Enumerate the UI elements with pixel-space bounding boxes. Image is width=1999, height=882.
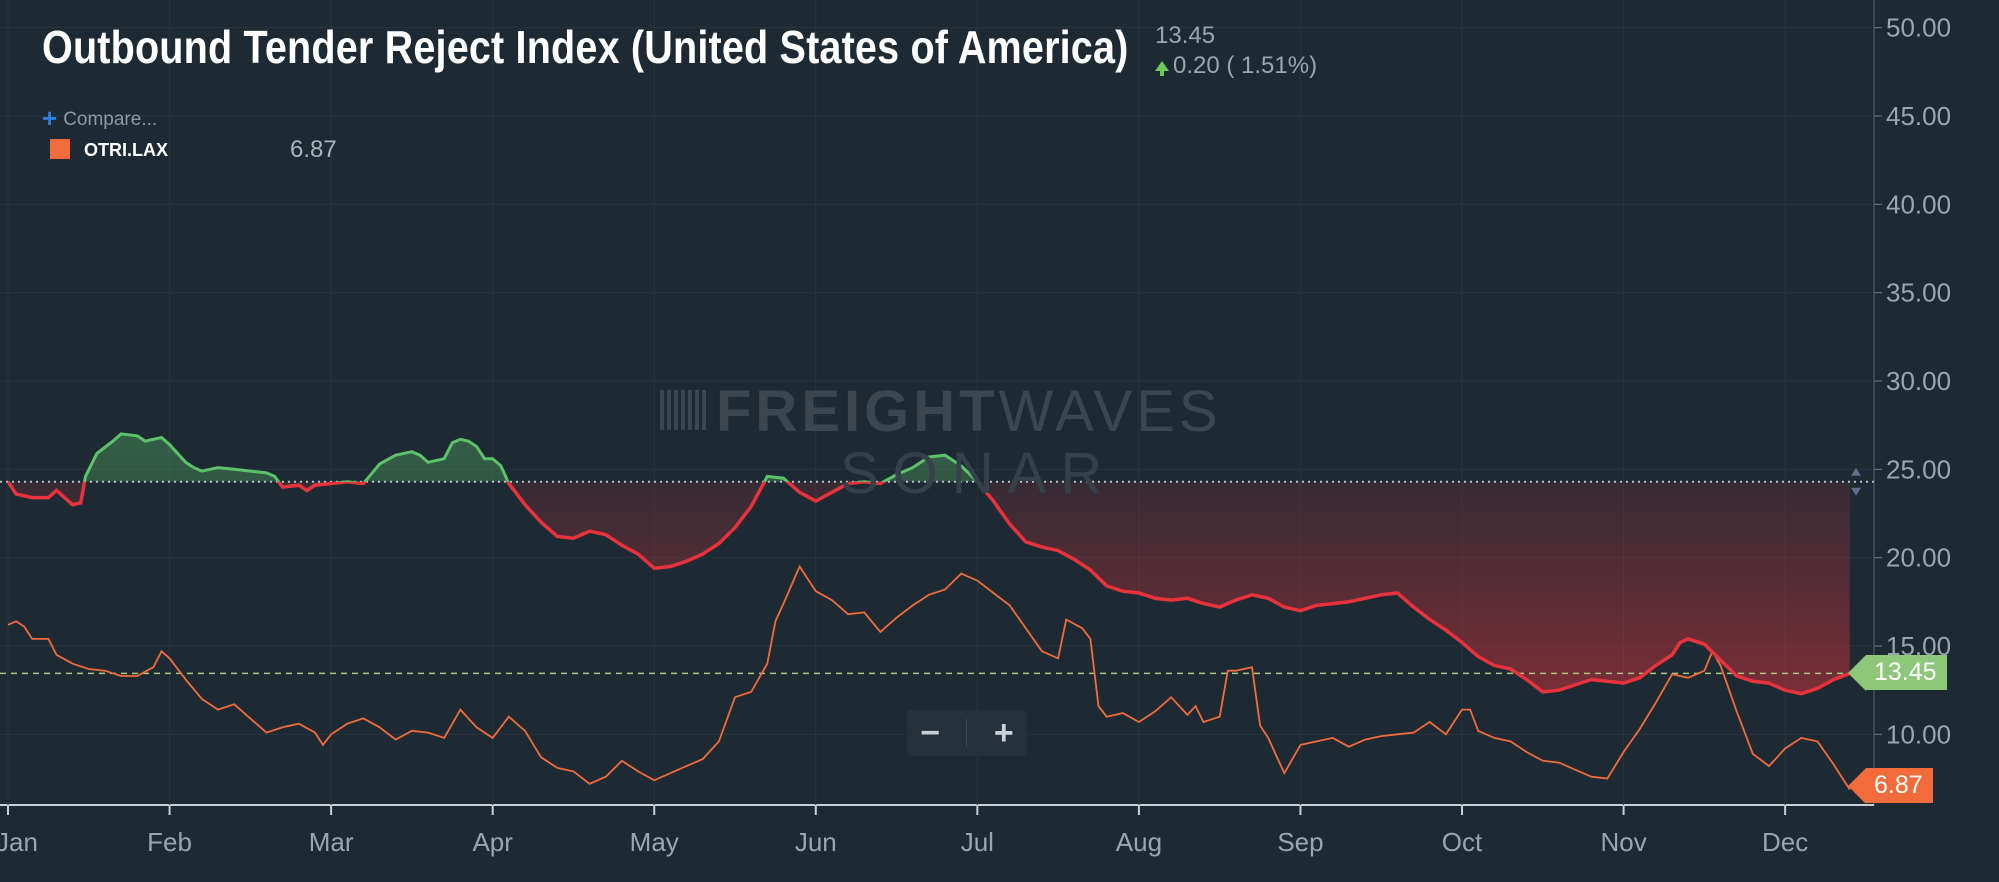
- compare-label: Compare...: [63, 109, 158, 130]
- freightwaves-logo-icon: [660, 389, 706, 430]
- watermark-sonar: SONAR: [840, 441, 1117, 506]
- y-tick-label: 35.00: [1886, 278, 1951, 308]
- series-line-otri-usa-above: [7, 432, 980, 482]
- y-tick-label: 50.00: [1886, 13, 1951, 43]
- y-tick-label: 25.00: [1886, 454, 1951, 484]
- plus-icon: +: [42, 103, 58, 133]
- x-tick-label: Mar: [309, 827, 354, 857]
- series-lines: [0, 432, 1874, 791]
- y-tick-label: 30.00: [1886, 366, 1951, 396]
- arrow-up-icon: [1155, 61, 1169, 76]
- legend-symbol: OTRI.LAX: [84, 140, 168, 160]
- series-line-otri-lax: [7, 564, 1851, 791]
- change-text: 0.20 ( 1.51%): [1173, 52, 1318, 79]
- last-value-tag-lax: 6.87: [1848, 768, 1933, 804]
- x-tick-label: Oct: [1442, 827, 1483, 857]
- x-tick-label: Nov: [1600, 827, 1646, 857]
- watermark-brand-thin: WAVES: [998, 379, 1222, 444]
- last-value-tag-usa: 13.45: [1848, 655, 1947, 691]
- legend-swatch: [50, 139, 70, 160]
- x-tick-label: Sep: [1277, 827, 1323, 857]
- arrow-up-icon: [1851, 467, 1861, 476]
- arrow-down-icon: [1851, 487, 1861, 496]
- legend-item-otri-lax[interactable]: OTRI.LAX: [50, 139, 168, 161]
- x-tick-label: Apr: [472, 827, 513, 857]
- watermark-freightwaves: FREIGHTWAVES: [660, 378, 1222, 445]
- x-tick-label: May: [630, 827, 679, 857]
- zoom-controls: − +: [907, 710, 1027, 756]
- series-line-otri-usa-below: [6, 481, 1851, 696]
- y-tick-label: 45.00: [1886, 101, 1951, 131]
- x-tick-label: Dec: [1762, 827, 1808, 857]
- x-axis: Jan Feb Mar Apr May Jun Jul Aug Sep Oct Nov Dec: [0, 805, 1808, 857]
- header-change: 0.20 ( 1.51%): [1155, 52, 1317, 80]
- scroll-arrows-icon[interactable]: [1851, 467, 1861, 496]
- x-tick-label: Jan: [0, 827, 38, 857]
- x-tick-label: Jul: [961, 827, 994, 857]
- x-tick-label: Aug: [1116, 827, 1162, 857]
- y-tick-label: 40.00: [1886, 189, 1951, 219]
- chart-title: Outbound Tender Reject Index (United Sta…: [42, 21, 1129, 73]
- y-tick-label: 10.00: [1886, 719, 1951, 749]
- x-tick-label: Jun: [795, 827, 837, 857]
- x-tick-label: Feb: [147, 827, 192, 857]
- zoom-out-button[interactable]: −: [920, 714, 941, 752]
- y-tick-label: 20.00: [1886, 543, 1951, 573]
- zoom-in-button[interactable]: +: [993, 714, 1014, 752]
- y-axis: 10.0015.0020.0025.0030.0035.0040.0045.00…: [1874, 13, 1951, 749]
- zoom-divider: [966, 719, 968, 747]
- area-below-reference: [8, 481, 1850, 694]
- watermark-brand: FREIGHT: [716, 379, 999, 444]
- legend-value: 6.87: [290, 136, 337, 163]
- header-last-value: 13.45: [1155, 22, 1216, 49]
- compare-button[interactable]: + Compare...: [42, 101, 158, 133]
